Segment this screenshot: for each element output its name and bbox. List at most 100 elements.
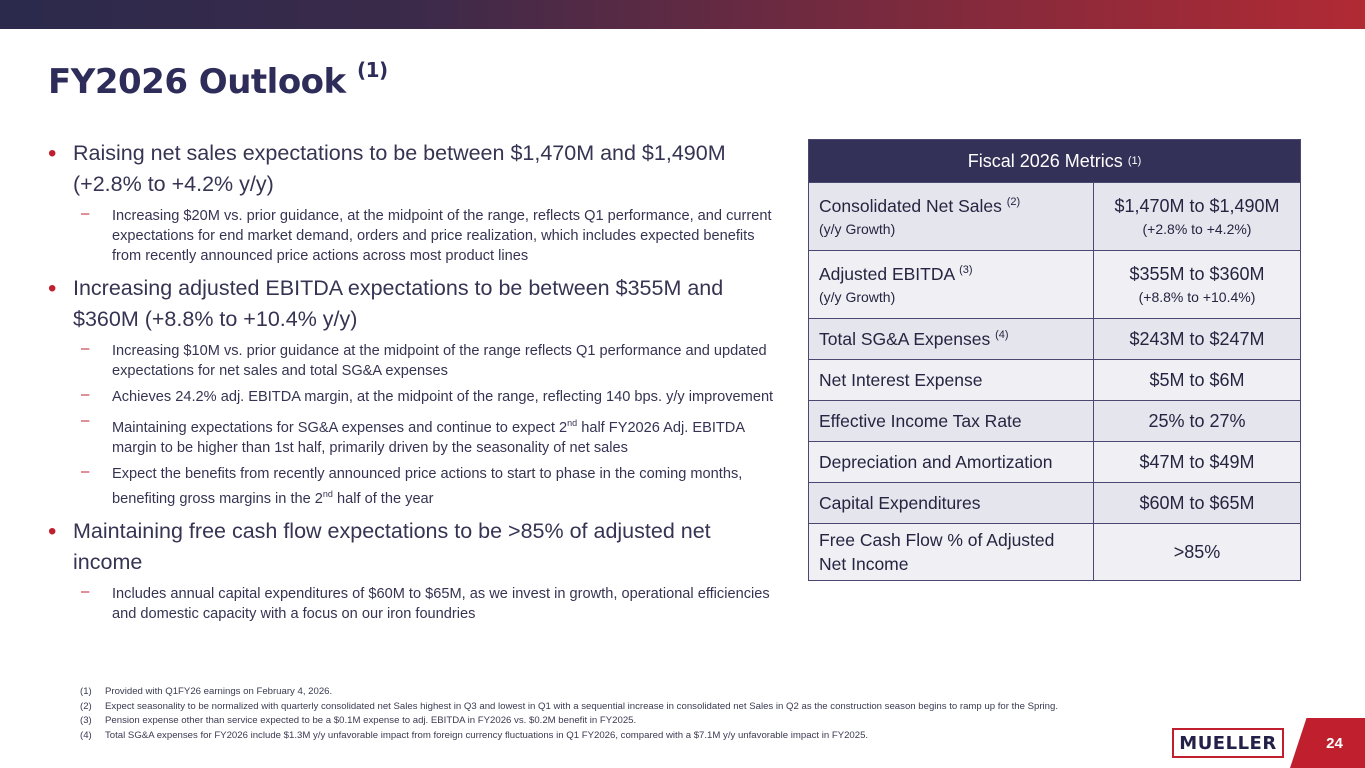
sub-bullet: – Includes annual capital expenditures o… — [48, 582, 778, 624]
sub-bullet: – Achieves 24.2% adj. EBITDA margin, at … — [48, 386, 778, 407]
row-label: Adjusted EBITDA — [819, 264, 955, 284]
row-label-cell: Total SG&A Expenses (4) — [809, 319, 1094, 359]
row-sublabel: (y/y Growth) — [819, 289, 896, 305]
row-label-cell: Capital Expenditures — [809, 483, 1094, 523]
row-value-cell: $355M to $360M (+8.8% to +10.4%) — [1094, 251, 1300, 318]
table-row: Total SG&A Expenses (4) $243M to $247M — [809, 318, 1300, 359]
ordinal-suffix: nd — [567, 418, 578, 428]
row-label-cell: Net Interest Expense — [809, 360, 1094, 400]
page-title-text: FY2026 Outlook — [48, 62, 346, 102]
top-gradient-bar — [0, 0, 1365, 29]
row-label-cell: Consolidated Net Sales (2) (y/y Growth) — [809, 183, 1094, 250]
row-value: $5M to $6M — [1149, 369, 1245, 390]
bullet-dot-icon: • — [48, 517, 57, 545]
row-value-cell: $47M to $49M — [1094, 442, 1300, 482]
row-label: Consolidated Net Sales — [819, 196, 1002, 216]
footnote: (2) Expect seasonality to be normalized w… — [80, 700, 1058, 715]
bullet-dot-icon: • — [48, 275, 57, 302]
footnote-number: (4) — [80, 729, 92, 741]
row-label: Capital Expenditures — [819, 492, 981, 513]
ordinal-suffix: nd — [322, 488, 333, 499]
row-label: Depreciation and Amortization — [819, 451, 1053, 472]
sub-bullet-text-start: Expect the benefits from recently announ… — [112, 465, 743, 507]
row-value: 25% to 27% — [1148, 410, 1246, 431]
row-sublabel: (y/y Growth) — [819, 221, 896, 237]
row-note: (4) — [995, 328, 1009, 341]
table-row: Effective Income Tax Rate 25% to 27% — [809, 400, 1300, 441]
page-number: 24 — [1326, 734, 1343, 752]
row-note: (3) — [959, 264, 973, 277]
sub-bullet-text: Increasing $10M vs. prior guidance at th… — [112, 343, 767, 379]
row-label-line: Adjusted EBITDA (3) — [819, 264, 1083, 285]
row-value: $47M to $49M — [1139, 451, 1255, 472]
bullet-text: Maintaining free cash flow expectations … — [73, 518, 711, 574]
row-value-cell: $5M to $6M — [1094, 360, 1300, 400]
dash-icon: – — [81, 462, 90, 480]
row-value-cell: >85% — [1094, 524, 1300, 580]
table-row: Depreciation and Amortization $47M to $4… — [809, 441, 1300, 482]
row-value-cell: $1,470M to $1,490M (+2.8% to +4.2%) — [1094, 183, 1300, 250]
row-label: Free Cash Flow % of Adjusted Net Income — [819, 530, 1055, 574]
metrics-table: Fiscal 2026 Metrics (1) Consolidated Net… — [808, 139, 1301, 581]
bullet-text: Increasing adjusted EBITDA expectations … — [73, 276, 724, 331]
table-header-text: Fiscal 2026 Metrics — [967, 150, 1123, 171]
table-header: Fiscal 2026 Metrics (1) — [809, 140, 1300, 182]
dash-icon: – — [81, 340, 90, 357]
footnote: (1) Provided with Q1FY26 earnings on Febr… — [80, 685, 1058, 700]
row-subvalue: (+8.8% to +10.4%) — [1138, 289, 1256, 305]
row-label-cell: Free Cash Flow % of Adjusted Net Income — [809, 524, 1094, 580]
table-header-note: (1) — [1127, 155, 1142, 167]
sub-bullet-text: Includes annual capital expenditures of … — [112, 585, 770, 622]
sub-bullet-text-end: half of the year — [332, 490, 434, 507]
table-row: Adjusted EBITDA (3) (y/y Growth) $355M t… — [809, 250, 1300, 318]
footnote-text: Provided with Q1FY26 earnings on Februar… — [105, 686, 333, 697]
bullet-adjusted-ebitda: • Increasing adjusted EBITDA expectation… — [48, 273, 778, 335]
row-value: $1,470M to $1,490M — [1114, 196, 1280, 216]
row-label-cell: Depreciation and Amortization — [809, 442, 1094, 482]
table-row: Net Interest Expense $5M to $6M — [809, 359, 1300, 400]
logo-text: MUELLER — [1179, 732, 1277, 754]
bullet-net-sales: • Raising net sales expectations to be b… — [48, 138, 778, 200]
table-row: Capital Expenditures $60M to $65M — [809, 482, 1300, 523]
row-label-cell: Adjusted EBITDA (3) (y/y Growth) — [809, 251, 1094, 318]
sub-bullet: – Increasing $20M vs. prior guidance, at… — [48, 205, 778, 266]
mueller-logo: MUELLER — [1172, 728, 1284, 758]
footnote-text: Expect seasonality to be normalized with… — [105, 700, 1058, 712]
sub-bullet-text: Achieves 24.2% adj. EBITDA margin, at th… — [112, 389, 774, 405]
row-label-line: Total SG&A Expenses (4) — [819, 329, 1083, 350]
row-value: $60M to $65M — [1139, 492, 1255, 513]
table-row: Consolidated Net Sales (2) (y/y Growth) … — [809, 182, 1300, 250]
row-value-cell: $60M to $65M — [1094, 483, 1300, 523]
row-label: Net Interest Expense — [819, 369, 983, 390]
sub-bullet: – Increasing $10M vs. prior guidance at … — [48, 340, 778, 381]
sub-bullet: – Expect the benefits from recently anno… — [48, 462, 778, 509]
footnote: (4) Total SG&A expenses for FY2026 includ… — [80, 729, 1058, 744]
footnote-number: (1) — [80, 686, 92, 697]
footnote: (3) Pension expense other than service ex… — [80, 714, 1058, 729]
footnotes: (1) Provided with Q1FY26 earnings on Febr… — [80, 685, 1058, 743]
bullet-list: • Raising net sales expectations to be b… — [48, 138, 778, 624]
row-value: $355M to $360M — [1129, 264, 1265, 284]
footnote-text: Total SG&A expenses for FY2026 include $… — [105, 729, 869, 741]
row-label-line: Consolidated Net Sales (2) — [819, 196, 1083, 217]
dash-icon: – — [81, 412, 90, 429]
bullet-free-cash-flow: • Maintaining free cash flow expectation… — [48, 516, 778, 578]
bullet-dot-icon: • — [48, 140, 57, 167]
table-row: Free Cash Flow % of Adjusted Net Income … — [809, 523, 1300, 580]
row-value: >85% — [1173, 541, 1221, 562]
row-subvalue: (+2.8% to +4.2%) — [1142, 221, 1252, 237]
footnote-number: (3) — [80, 715, 92, 726]
sub-bullet: – Maintaining expectations for SG&A expe… — [48, 412, 778, 458]
sub-bullet-text-end: half FY2026 Adj. EBITDA margin to be hig… — [112, 419, 745, 456]
page-title: FY2026 Outlook (1) — [48, 58, 388, 102]
bullet-text: Raising net sales expectations to be bet… — [73, 141, 726, 196]
row-value-cell: 25% to 27% — [1094, 401, 1300, 441]
footnote-text: Pension expense other than service expec… — [105, 715, 637, 726]
row-label-cell: Effective Income Tax Rate — [809, 401, 1094, 441]
row-value: $243M to $247M — [1129, 328, 1265, 349]
sub-bullet-text-start: Maintaining expectations for SG&A expens… — [112, 419, 568, 436]
title-footnote-ref: (1) — [357, 58, 388, 82]
dash-icon: – — [81, 582, 90, 600]
dash-icon: – — [81, 205, 90, 222]
page-number-badge: 24 — [1290, 718, 1365, 768]
